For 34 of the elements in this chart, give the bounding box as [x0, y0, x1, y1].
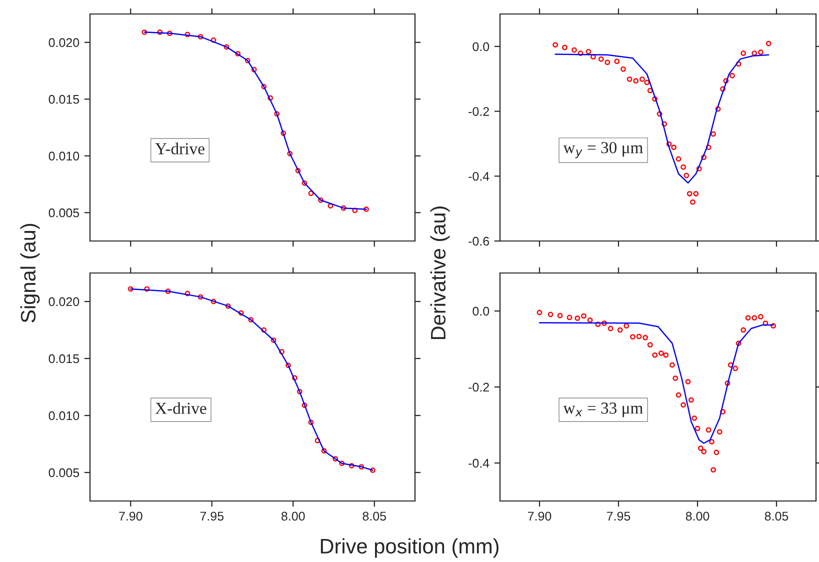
x-tick-label: 8.00	[686, 512, 710, 521]
y-tick-label: -0.2	[468, 107, 489, 116]
x-tick-label: 7.95	[606, 512, 630, 521]
x-tick-label: 8.05	[764, 512, 788, 521]
y-axis-title: Derivative (au)	[430, 206, 450, 340]
x-tick-label: 8.00	[282, 512, 305, 521]
annotation: Y-drive	[155, 142, 204, 154]
y-tick-label: -0.4	[468, 458, 490, 468]
y-tick-label: 0.0	[472, 42, 490, 52]
y-tick-label: 0.015	[48, 94, 80, 104]
y-tick-label: 0.005	[48, 208, 80, 218]
y-tick-label: 0.010	[48, 411, 80, 420]
line-series	[554, 54, 770, 184]
line-series	[144, 32, 367, 210]
y-tick-label: -0.2	[468, 382, 489, 392]
line-series	[130, 288, 374, 471]
x-axis-title: Drive position (mm)	[320, 538, 499, 558]
x-tick-label: 7.90	[119, 512, 142, 521]
line-series	[538, 322, 774, 444]
x-tick-label: 8.05	[362, 512, 386, 521]
y-tick-label: 0.0	[472, 306, 490, 316]
y-tick-label: 0.015	[48, 354, 80, 364]
annotation: w$_{x}$ = 33 μm	[563, 402, 643, 418]
annotation: w$_{y}$ = 30 μm	[563, 142, 643, 158]
y-tick-label: 0.020	[48, 297, 80, 306]
y-axis-title: Signal (au)	[20, 224, 40, 322]
annotation: X-drive	[155, 402, 206, 414]
y-tick-label: 0.005	[48, 468, 80, 478]
y-tick-label: -0.4	[468, 172, 490, 181]
y-tick-label: 0.020	[48, 38, 80, 48]
x-tick-label: 7.90	[528, 512, 552, 521]
x-tick-label: 7.95	[200, 512, 224, 521]
y-tick-label: 0.010	[48, 152, 80, 161]
y-tick-label: -0.6	[468, 236, 490, 246]
